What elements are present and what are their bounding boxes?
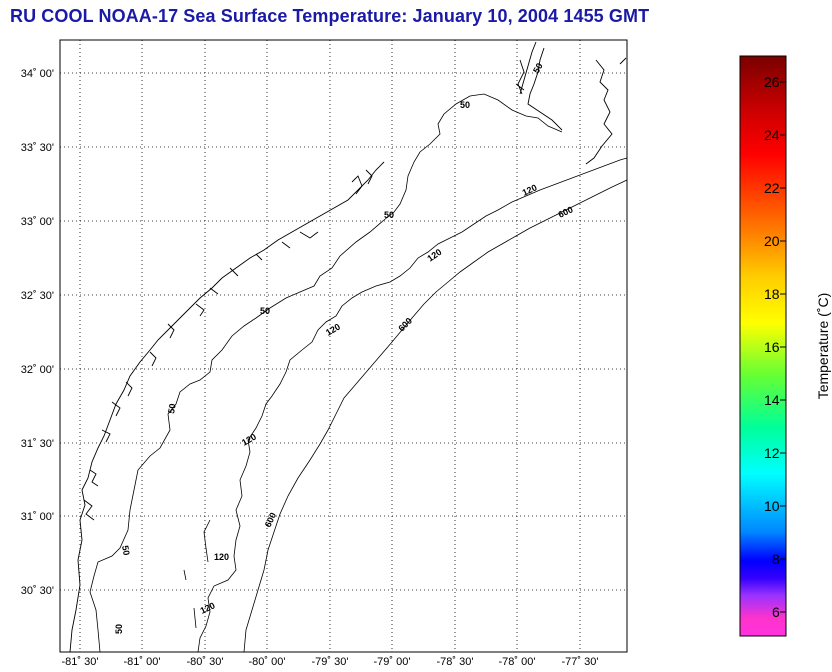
contour-label-50: 50 <box>166 403 178 415</box>
lon-tick: -81˚ 30' <box>62 656 99 668</box>
contour-label-50-bottom: 50 <box>114 624 124 634</box>
colorbar-tick: 6 <box>772 604 780 620</box>
contour-label-50: 50 <box>460 100 470 110</box>
colorbar-tick: 22 <box>764 180 780 196</box>
lat-tick: 33˚ 30' <box>21 142 54 154</box>
lon-tick: -77˚ 30' <box>562 656 599 668</box>
lon-tick: -78˚ 30' <box>437 656 474 668</box>
colorbar-tick: 10 <box>764 498 780 514</box>
contour-label-50: 50 <box>531 61 545 75</box>
contour-label-50: 50 <box>120 545 132 557</box>
colorbar-tick: 14 <box>764 392 780 408</box>
coastline <box>69 41 627 653</box>
lon-tick: -79˚ 30' <box>312 656 349 668</box>
lon-tick: -78˚ 00' <box>499 656 536 668</box>
colorbar-label: Temperature (˚C) <box>815 293 831 400</box>
lat-tick: 30˚ 30' <box>21 585 54 597</box>
contour-label-50: 50 <box>260 306 270 316</box>
colorbar-tick: 8 <box>772 551 780 567</box>
colorbar-tick: 18 <box>764 286 780 302</box>
map-frame <box>59 39 628 653</box>
lon-tick: -80˚ 00' <box>249 656 286 668</box>
colorbar-tick: 24 <box>764 127 780 143</box>
colorbar: 26 24 22 20 18 16 14 12 10 8 6 Temperatu… <box>739 55 831 637</box>
lon-tick: -80˚ 30' <box>187 656 224 668</box>
colorbar-tick: 12 <box>764 445 780 461</box>
map-title: RU COOL NOAA-17 Sea Surface Temperature:… <box>10 6 650 26</box>
longitude-labels: -81˚ 30' -81˚ 00' -80˚ 30' -80˚ 00' -79˚… <box>62 656 599 668</box>
isobath-120 <box>183 157 628 653</box>
lon-tick: -81˚ 00' <box>124 656 161 668</box>
lon-tick: -79˚ 00' <box>374 656 411 668</box>
lat-tick: 31˚ 00' <box>21 511 54 523</box>
colorbar-tick: 20 <box>764 233 780 249</box>
lat-tick: 33˚ 00' <box>21 216 54 228</box>
colorbar-tick: 26 <box>764 74 780 90</box>
colorbar-tick: 16 <box>764 339 780 355</box>
contour-label-50: 50 <box>384 210 394 220</box>
lat-tick: 34˚ 00' <box>21 68 54 80</box>
isobath-50 <box>89 93 563 653</box>
latitude-labels: 34˚ 00' 33˚ 30' 33˚ 00' 32˚ 30' 32˚ 00' … <box>21 68 54 597</box>
lat-tick: 32˚ 30' <box>21 290 54 302</box>
lat-tick: 31˚ 30' <box>21 438 54 450</box>
graticule <box>60 40 627 652</box>
lat-tick: 32˚ 00' <box>21 364 54 376</box>
colorbar-gradient <box>739 55 787 637</box>
contour-label-120: 120 <box>214 552 229 562</box>
isobath-600 <box>243 179 628 653</box>
